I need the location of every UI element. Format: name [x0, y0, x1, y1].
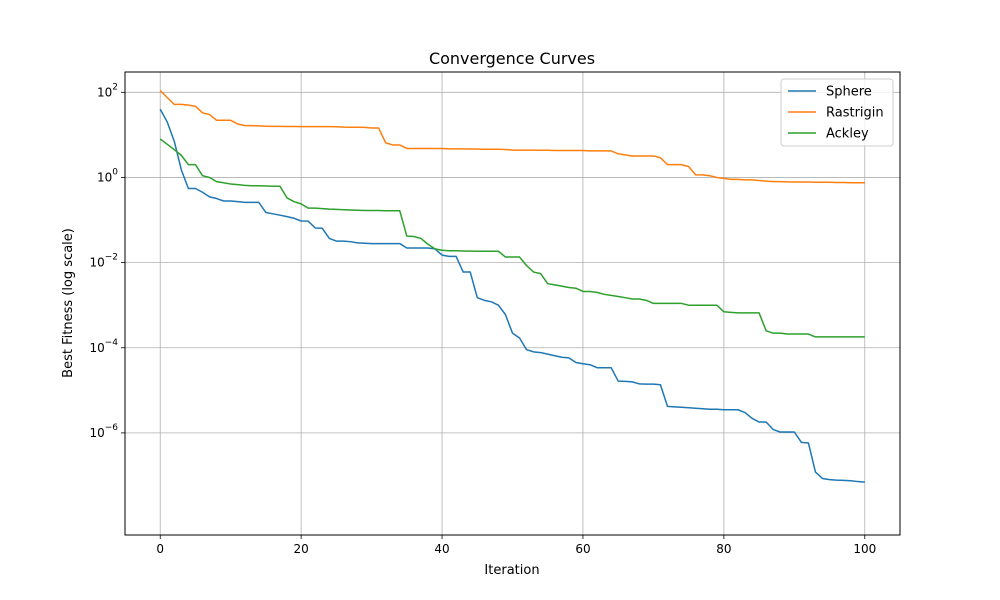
y-tick-exponent: 0 [112, 167, 118, 177]
legend-box [780, 78, 894, 147]
y-tick-exponent: 2 [112, 82, 118, 92]
y-tick-label: 10−2 [89, 253, 118, 270]
y-tick-base: 10 [97, 85, 112, 99]
y-tick-base: 10 [89, 256, 104, 270]
legend: Sphere Rastrigin Ackley [780, 78, 894, 147]
y-tick-exponent: −6 [105, 423, 119, 433]
y-tick-exponent: −2 [105, 253, 118, 263]
series-layer [159, 90, 865, 483]
series-line-rastrigin [159, 90, 865, 184]
y-tick-base: 10 [89, 341, 104, 355]
x-tick-label: 40 [434, 542, 449, 556]
x-tick-label: 20 [293, 542, 308, 556]
legend-label-ackley: Ackley [826, 127, 869, 142]
chart-title: Convergence Curves [429, 49, 595, 68]
y-tick-label: 100 [97, 167, 118, 184]
y-tick-label: 10−4 [89, 338, 118, 355]
y-tick-base: 10 [97, 170, 112, 184]
x-tick-label: 80 [716, 542, 731, 556]
y-tick-base: 10 [89, 426, 104, 440]
plot-frame [124, 71, 901, 536]
series-line-ackley [159, 138, 865, 338]
y-tick-label: 102 [97, 82, 118, 99]
series-line-sphere [159, 108, 865, 483]
y-tick-label: 10−6 [89, 423, 118, 440]
x-axis-ticks: 0 20 40 60 80 100 [156, 535, 876, 556]
legend-label-sphere: Sphere [826, 85, 872, 100]
x-tick-label: 100 [853, 542, 876, 556]
legend-label-rastrigin: Rastrigin [826, 106, 884, 121]
x-tick-label: 60 [575, 542, 590, 556]
y-tick-exponent: −4 [105, 338, 119, 348]
x-tick-label: 0 [156, 542, 164, 556]
y-axis-label: Best Fitness (log scale) [61, 228, 76, 378]
x-axis-label: Iteration [484, 563, 539, 578]
